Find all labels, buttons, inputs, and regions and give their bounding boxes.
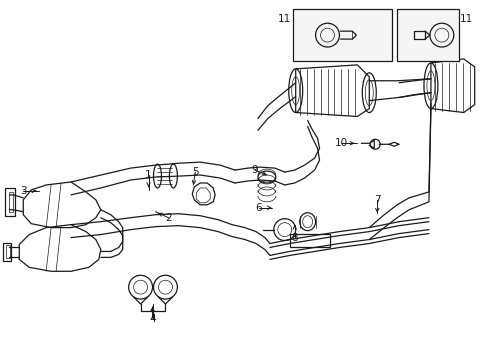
Text: 4: 4 [149,314,156,324]
Text: 11: 11 [278,14,291,24]
Text: 10: 10 [334,138,347,148]
Bar [292,9,391,61]
Text: 7: 7 [373,195,380,205]
Text: 9: 9 [251,165,258,175]
Text: 8: 8 [291,233,297,243]
Text: 5: 5 [192,167,198,177]
Bar [396,9,458,61]
Text: 2: 2 [165,213,171,223]
Text: 11: 11 [459,14,472,24]
Text: 3: 3 [20,186,26,196]
Text: 6: 6 [255,203,262,213]
Text: 1: 1 [145,170,152,180]
